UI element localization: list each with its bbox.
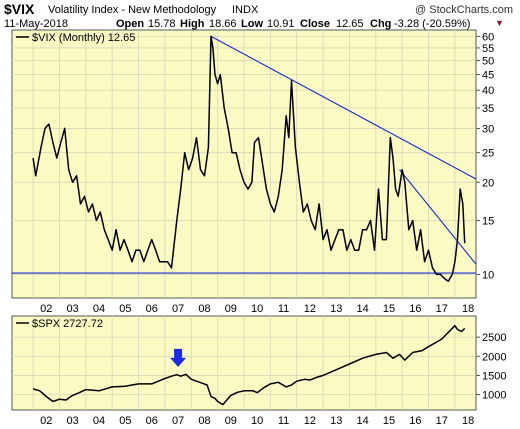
chg-value: -3.28 (-20.59%): [394, 18, 470, 30]
x-tick-label: 09: [225, 415, 237, 427]
x-tick-label: 09: [225, 303, 237, 315]
x-tick-label: 16: [409, 415, 421, 427]
x-tick-label: 16: [409, 303, 421, 315]
trendline: [210, 35, 477, 180]
x-tick-label: 10: [251, 415, 263, 427]
x-tick-label: 03: [67, 415, 79, 427]
x-tick-label: 07: [172, 415, 184, 427]
y-tick-label: 50: [482, 56, 494, 68]
x-tick-label: 13: [330, 415, 342, 427]
x-tick-label: 18: [462, 415, 474, 427]
y-tick-label: 30: [482, 123, 494, 135]
x-tick-label: 13: [330, 303, 342, 315]
chg-label: Chg: [370, 18, 391, 30]
y-tick-label: 2500: [482, 332, 506, 344]
copyright-text: @ StockCharts.com: [415, 4, 513, 16]
x-tick-label: 15: [383, 303, 395, 315]
close-label: Close: [300, 18, 330, 30]
y-tick-label: 20: [482, 177, 494, 189]
y-tick-label: 2000: [482, 351, 506, 363]
x-tick-label: 12: [304, 303, 316, 315]
x-tick-label: 08: [198, 415, 210, 427]
series-lines: [32, 35, 466, 406]
y-tick-label: 1000: [482, 390, 506, 402]
index-name: Volatility Index - New Methodology: [48, 4, 217, 16]
vix-legend: $VIX (Monthly) 12.65: [32, 32, 135, 44]
trendlines: [12, 35, 477, 274]
y-tick-label: 10: [482, 269, 494, 281]
y-tick-label: 1500: [482, 370, 506, 382]
grid-layer: [12, 30, 476, 410]
x-tick-label: 04: [93, 415, 105, 427]
x-tick-label: 07: [172, 303, 184, 315]
x-tick-label: 17: [436, 303, 448, 315]
low-label: Low: [241, 18, 263, 30]
exchange-label: INDX: [232, 4, 259, 16]
x-tick-label: 12: [304, 415, 316, 427]
spx-legend: $SPX 2727.72: [32, 318, 103, 330]
open-value: 15.78: [148, 18, 176, 30]
y-tick-label: 45: [482, 70, 494, 82]
spx-series-line: [32, 324, 466, 406]
x-tick-label: 14: [357, 303, 369, 315]
symbol-title: $VIX: [4, 1, 35, 17]
close-value: 12.65: [336, 18, 364, 30]
x-tick-label: 11: [278, 303, 289, 315]
x-tick-label: 04: [93, 303, 105, 315]
y-tick-label: 35: [482, 103, 494, 115]
trendline: [399, 169, 477, 265]
chg-down-icon: ▼: [495, 18, 504, 28]
x-tick-label: 17: [436, 415, 448, 427]
x-tick-label: 10: [251, 303, 263, 315]
x-tick-label: 15: [383, 415, 395, 427]
x-tick-label: 18: [462, 303, 474, 315]
x-tick-label: 14: [357, 415, 369, 427]
low-value: 10.91: [267, 18, 295, 30]
date-label: 11-May-2018: [4, 18, 68, 30]
x-tick-label: 11: [278, 415, 289, 427]
x-tick-label: 06: [146, 415, 158, 427]
x-tick-label: 03: [67, 303, 79, 315]
down-arrow-icon: [170, 348, 187, 367]
x-tick-label: 02: [40, 303, 52, 315]
x-tick-label: 08: [198, 303, 210, 315]
vix-series-line: [32, 35, 466, 282]
y-tick-label: 25: [482, 148, 494, 160]
y-tick-label: 60: [482, 31, 494, 43]
y-tick-label: 55: [482, 43, 494, 55]
x-tick-label: 05: [119, 303, 131, 315]
y-tick-label: 40: [482, 85, 494, 97]
x-tick-label: 06: [146, 303, 158, 315]
high-value: 18.66: [209, 18, 237, 30]
open-label: Open: [116, 18, 144, 30]
high-label: High: [180, 18, 205, 30]
x-tick-label: 02: [40, 415, 52, 427]
y-tick-label: 15: [482, 216, 494, 228]
x-axis-ticks: 02 02 03 03 04 04 05 05 06 06 07 07 08 08 09 09 10 10 11 11…: [40, 303, 474, 427]
x-tick-label: 05: [119, 415, 131, 427]
